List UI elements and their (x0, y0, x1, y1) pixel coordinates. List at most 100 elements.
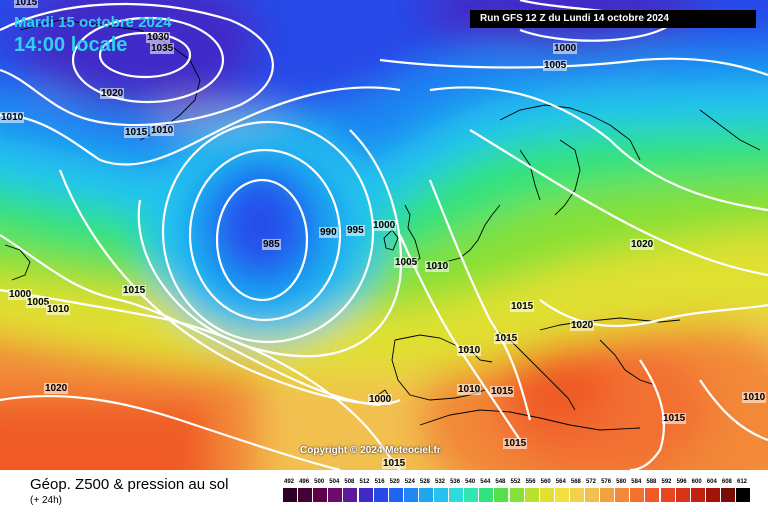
legend-swatch (373, 488, 389, 502)
legend-label: 524 (404, 479, 415, 485)
forecast-date: Mardi 15 octobre 2024 (14, 14, 172, 31)
legend-swatch (539, 488, 555, 502)
isobar-label: 1010 (457, 345, 482, 356)
isobar-label: 990 (319, 227, 338, 238)
legend-label: 552 (510, 479, 521, 485)
legend-label: 604 (706, 479, 717, 485)
legend-swatch (690, 488, 706, 502)
legend-label: 560 (540, 479, 551, 485)
map-title: Géop. Z500 & pression au sol (30, 476, 229, 493)
isobar-label: 1015 (490, 386, 515, 397)
legend-swatch (630, 488, 646, 502)
geopotential-field (0, 0, 768, 470)
legend-label: 596 (676, 479, 687, 485)
legend-swatch (298, 488, 314, 502)
legend-label: 600 (691, 479, 702, 485)
isobar-label: 1010 (742, 392, 767, 403)
legend-swatch (524, 488, 540, 502)
legend-label: 540 (465, 479, 476, 485)
map-subtitle: (+ 24h) (30, 495, 62, 506)
isobar-label: 1000 (372, 220, 397, 231)
legend-swatch (615, 488, 631, 502)
run-info: Run GFS 12 Z du Lundi 14 octobre 2024 (470, 10, 756, 28)
isobar-label: 1005 (394, 257, 419, 268)
legend-swatch (494, 488, 510, 502)
isobars (0, 0, 768, 470)
legend-swatch (585, 488, 601, 502)
legend-swatch (569, 488, 585, 502)
isobar-label: 1010 (0, 112, 25, 123)
isobar-label: 1010 (150, 125, 175, 136)
legend-swatch (418, 488, 434, 502)
isobar-label: 1015 (382, 458, 407, 469)
isobar-label: 1020 (630, 239, 655, 250)
copyright: Copyright © 2024 Meteociel.fr (300, 445, 441, 456)
legend-swatch (554, 488, 570, 502)
legend-swatch (675, 488, 691, 502)
legend-label: 512 (359, 479, 370, 485)
legend-label: 520 (389, 479, 400, 485)
isobar-label: 1020 (44, 383, 69, 394)
legend-swatch (479, 488, 495, 502)
isobar-label: 985 (262, 239, 281, 250)
legend-label: 528 (419, 479, 430, 485)
legend-label: 572 (585, 479, 596, 485)
legend-swatch (328, 488, 344, 502)
isobar-label: 995 (346, 225, 365, 236)
legend-label: 592 (661, 479, 672, 485)
legend-swatch (403, 488, 419, 502)
legend-label: 492 (283, 479, 294, 485)
isobar-label: 1005 (26, 297, 51, 308)
isobar-label: 1010 (46, 304, 71, 315)
weather-map: 1030 1035 1015 1010 1020 1015 1010 1000 … (0, 0, 768, 470)
legend-swatch (464, 488, 480, 502)
isobar-label: 1015 (124, 127, 149, 138)
legend-label: 532 (434, 479, 445, 485)
legend-label: 588 (646, 479, 657, 485)
legend-label: 544 (480, 479, 491, 485)
isobar-label: 1035 (150, 43, 175, 54)
legend-swatch (600, 488, 616, 502)
isobar-label: 1015 (510, 301, 535, 312)
isobar-label: 1000 (8, 289, 33, 300)
isobar-label: 1015 (662, 413, 687, 424)
isobar-label: 1000 (368, 394, 393, 405)
isobar-label: 1010 (425, 261, 450, 272)
legend-swatch (283, 488, 299, 502)
legend-swatch (449, 488, 465, 502)
isobar-label: 1020 (570, 320, 595, 331)
legend-swatch (388, 488, 404, 502)
isobar-label: 1015 (14, 0, 39, 8)
isobar-label: 1030 (146, 32, 171, 43)
legend-label: 500 (314, 479, 325, 485)
legend-label: 508 (344, 479, 355, 485)
isobar-label: 1015 (122, 285, 147, 296)
legend-label: 564 (555, 479, 566, 485)
legend-label: 568 (570, 479, 581, 485)
legend-label: 556 (525, 479, 536, 485)
color-legend: 492 496 500 504 508 512 516 520 524 528 532 536 540 5… (283, 479, 752, 509)
legend-swatch (434, 488, 450, 502)
legend-label: 608 (721, 479, 732, 485)
forecast-time: 14:00 locale (14, 34, 128, 56)
legend-label: 584 (631, 479, 642, 485)
footer: Géop. Z500 & pression au sol (+ 24h) 492… (0, 470, 768, 512)
legend-label: 612 (736, 479, 747, 485)
isobar-label: 1005 (543, 60, 568, 71)
legend-label: 548 (495, 479, 506, 485)
legend-swatch (720, 488, 736, 502)
legend-label: 516 (374, 479, 385, 485)
isobar-label: 1020 (100, 88, 125, 99)
legend-swatch (343, 488, 359, 502)
legend-label: 504 (329, 479, 340, 485)
isobar-label: 1015 (494, 333, 519, 344)
legend-swatch (509, 488, 525, 502)
legend-label: 580 (616, 479, 627, 485)
legend-swatch (358, 488, 374, 502)
legend-swatch (660, 488, 676, 502)
isobar-label: 1000 (553, 43, 578, 54)
legend-swatch (705, 488, 721, 502)
legend-label: 496 (299, 479, 310, 485)
legend-label: 576 (601, 479, 612, 485)
isobar-label: 1015 (503, 438, 528, 449)
